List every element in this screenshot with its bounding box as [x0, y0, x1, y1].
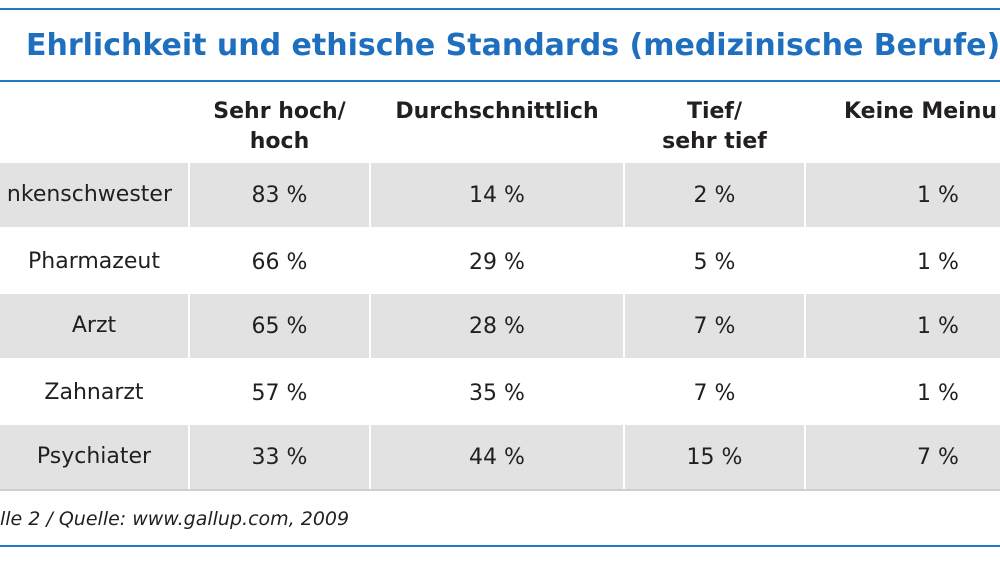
- row-band: [0, 163, 1000, 227]
- column-divider: [623, 82, 625, 490]
- cell-value: 2 %: [693, 182, 736, 208]
- column-header-keine-meinung: Keine Meinu: [806, 96, 1000, 128]
- header-rule: [0, 80, 1000, 82]
- cell-value: 65 %: [251, 313, 308, 339]
- row-label: Arzt: [71, 313, 117, 338]
- cell-value: 28 %: [469, 313, 525, 339]
- column-header-durchschnittlich: Durchschnittlich: [371, 96, 623, 128]
- cell-value: 57 %: [251, 380, 308, 406]
- cell-value: 1 %: [917, 182, 959, 208]
- row-band: [0, 425, 1000, 489]
- row-label: Zahnarzt: [44, 380, 144, 405]
- column-header-label: Sehr hoch/ hoch: [213, 99, 346, 154]
- cell-value: 83 %: [251, 182, 308, 208]
- cell-value: 35 %: [469, 380, 525, 406]
- cell-value: 1 %: [917, 249, 959, 275]
- row-label: Pharmazeut: [28, 249, 160, 274]
- column-divider: [188, 82, 190, 490]
- cell-value: 29 %: [469, 249, 525, 275]
- column-header-label: Tief/ sehr tief: [662, 99, 767, 154]
- column-header-label: Durchschnittlich: [395, 99, 599, 124]
- cell-value: 33 %: [251, 444, 308, 470]
- source-caption: lle 2 / Quelle: www.gallup.com, 2009: [0, 508, 350, 530]
- top-rule: [0, 8, 1000, 10]
- cell-value: 15 %: [686, 444, 743, 470]
- cell-value: 14 %: [469, 182, 525, 208]
- column-header-sehr-hoch: Sehr hoch/ hoch: [190, 96, 369, 158]
- cell-value: 1 %: [917, 380, 959, 406]
- cell-value: 1 %: [917, 313, 959, 339]
- bottom-rule: [0, 545, 1000, 547]
- cell-value: 5 %: [693, 249, 736, 275]
- row-label: Psychiater: [36, 444, 152, 469]
- column-divider: [804, 82, 806, 490]
- row-label: nkenschwester: [6, 182, 172, 207]
- cell-value: 44 %: [469, 444, 525, 470]
- table-title: Ehrlichkeit und ethische Standards (medi…: [26, 28, 1000, 63]
- row-band: [0, 294, 1000, 358]
- table-bottom-rule: [0, 489, 1000, 491]
- column-divider: [369, 82, 371, 490]
- cell-value: 7 %: [917, 444, 959, 470]
- column-header-label: Keine Meinu: [844, 99, 998, 124]
- cell-value: 7 %: [693, 380, 736, 406]
- column-header-tief: Tief/ sehr tief: [625, 96, 804, 158]
- cell-value: 66 %: [251, 249, 308, 275]
- cell-value: 7 %: [693, 313, 736, 339]
